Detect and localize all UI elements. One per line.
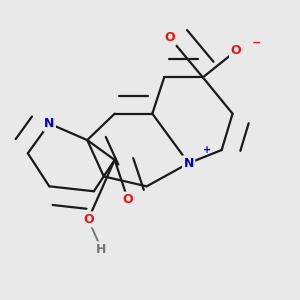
Text: O: O: [123, 193, 133, 206]
Text: −: −: [252, 38, 261, 48]
Text: N: N: [184, 157, 194, 170]
Text: O: O: [231, 44, 241, 57]
Text: +: +: [203, 145, 211, 155]
Text: O: O: [164, 31, 175, 44]
Text: O: O: [83, 213, 94, 226]
Text: H: H: [96, 243, 106, 256]
Text: N: N: [44, 117, 55, 130]
